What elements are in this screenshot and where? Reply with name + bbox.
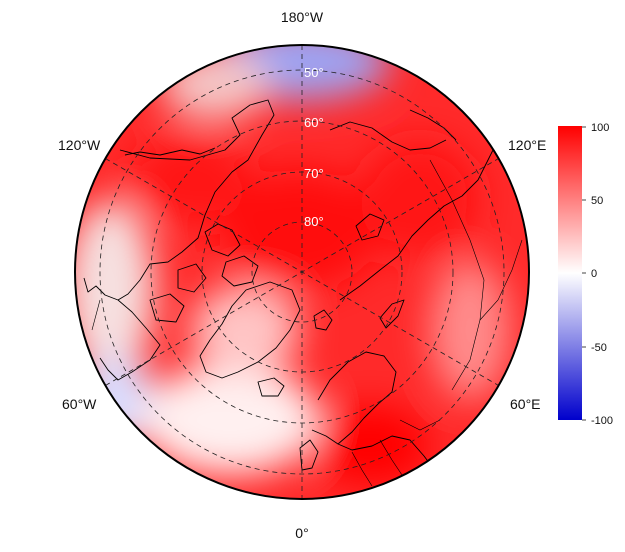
map-boundary bbox=[74, 44, 530, 500]
meridian-60w-120e bbox=[105, 158, 499, 386]
lon-label-120e: 120°E bbox=[508, 137, 546, 153]
border-russia-1 bbox=[429, 159, 485, 391]
border-europe-3 bbox=[399, 419, 441, 431]
longitude-labels: 180°W 0° 120°W 120°E 60°W 60°E bbox=[58, 9, 546, 541]
colorbar-label-50: 50 bbox=[591, 195, 603, 207]
lon-label-120w: 120°W bbox=[58, 137, 101, 153]
coast-norway-scandinavia bbox=[317, 351, 397, 445]
lat-label-80: 80° bbox=[304, 214, 324, 229]
coast-siberia bbox=[339, 143, 497, 301]
field-blob-strong-alaska bbox=[130, 135, 250, 225]
coastlines bbox=[83, 99, 497, 491]
coast-arctic-archipelago-4 bbox=[149, 293, 185, 323]
lat-label-60: 60° bbox=[304, 115, 324, 130]
colorbar-label-neg50: -50 bbox=[591, 342, 607, 354]
field-blob-strong-siberia bbox=[360, 140, 480, 260]
border-europe-2 bbox=[379, 439, 405, 479]
lat-label-70: 70° bbox=[304, 166, 324, 181]
border-canada-us bbox=[91, 299, 101, 331]
lon-label-0: 0° bbox=[295, 525, 308, 541]
coast-svalbard bbox=[313, 309, 333, 331]
coast-greenland bbox=[199, 281, 301, 379]
coast-arctic-archipelago-2 bbox=[221, 255, 259, 287]
field-blob-strong-center bbox=[220, 170, 380, 290]
field-blob-pale-north-left bbox=[160, 50, 270, 120]
field-blob-strong-europe bbox=[310, 405, 430, 485]
colorbar-label-0: 0 bbox=[591, 268, 597, 280]
lon-label-60w: 60°W bbox=[62, 396, 97, 412]
lon-label-60e: 60°E bbox=[510, 396, 541, 412]
colorbar-ticks bbox=[582, 126, 586, 421]
coast-taymyr bbox=[355, 213, 385, 241]
colorbar-label-neg100: -100 bbox=[591, 415, 613, 427]
coast-iceland bbox=[257, 377, 285, 397]
colorbar-gradient bbox=[558, 126, 582, 420]
field-blob-pale-east bbox=[430, 260, 510, 400]
field-blob-pale-greenland bbox=[190, 285, 300, 375]
latitude-labels: 50° 60° 70° 80° bbox=[304, 65, 324, 229]
coast-uk bbox=[299, 439, 319, 471]
coast-arctic-archipelago-3 bbox=[177, 263, 207, 293]
coast-alaska-islands bbox=[124, 147, 216, 156]
coast-novaya-zemlya bbox=[379, 299, 405, 329]
field-blob-pale-west bbox=[75, 200, 155, 380]
field-blob-pale-south bbox=[140, 365, 320, 475]
coast-chukotka bbox=[329, 121, 447, 151]
lon-label-180w: 180°W bbox=[281, 9, 324, 25]
latitude-circle-80 bbox=[251, 221, 353, 323]
graticule bbox=[99, 45, 505, 499]
colorbar: 100 50 0 -50 -100 bbox=[558, 122, 613, 427]
country-borders bbox=[91, 159, 523, 487]
latitude-circle-50 bbox=[99, 69, 505, 475]
colorbar-label-100: 100 bbox=[591, 122, 609, 134]
data-field bbox=[75, 45, 529, 499]
lat-label-50: 50° bbox=[304, 65, 324, 80]
coast-hudson-bay bbox=[99, 299, 161, 381]
border-russia-2 bbox=[479, 239, 523, 321]
coast-arctic-archipelago-1 bbox=[204, 223, 241, 257]
border-europe-1 bbox=[351, 451, 373, 487]
